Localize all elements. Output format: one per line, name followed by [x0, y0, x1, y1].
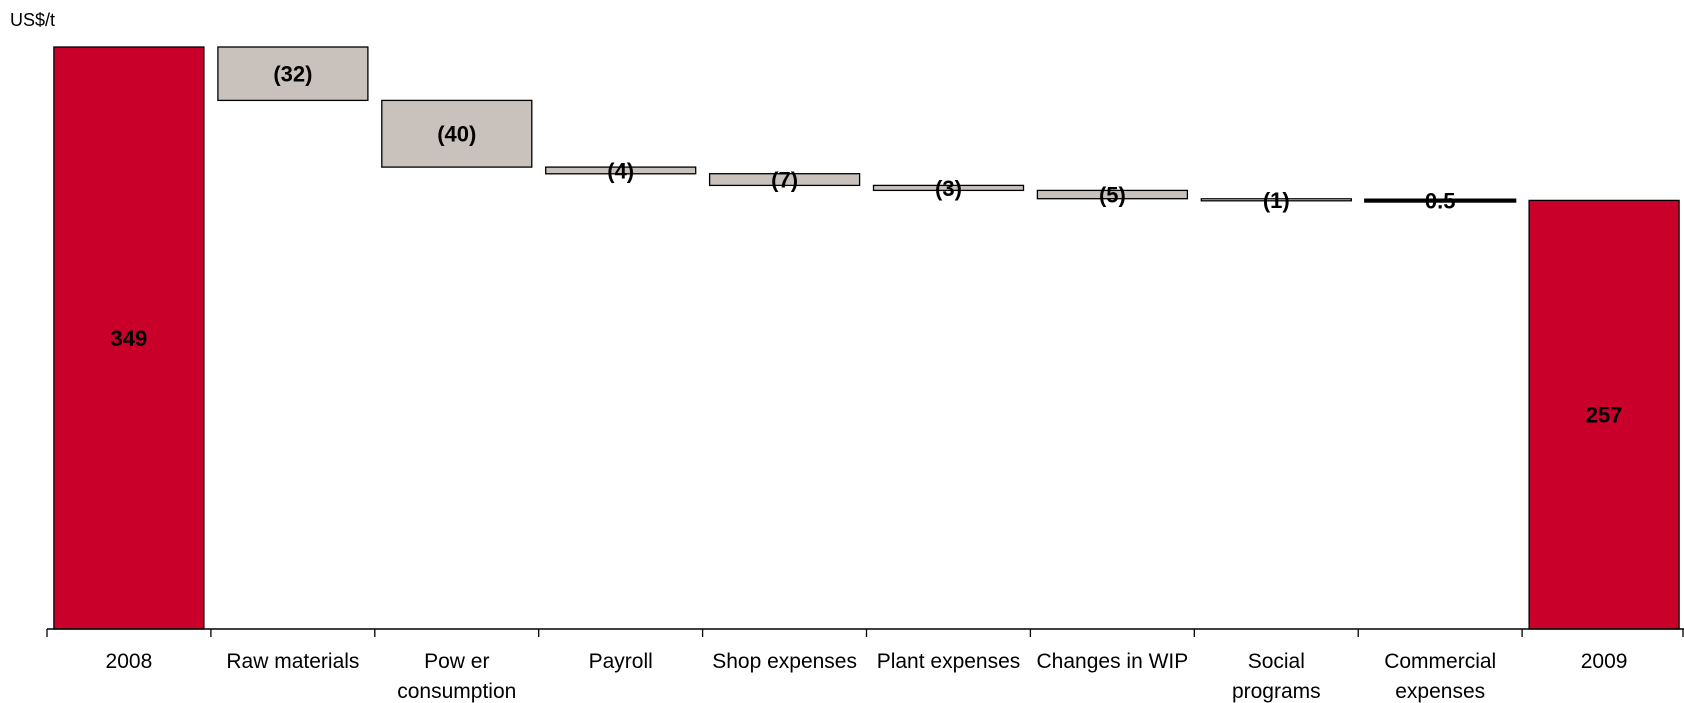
x-tick-label-6: Plant expenses: [877, 650, 1021, 673]
bars-layer: [53, 46, 1680, 630]
x-tick-label-10: 2009: [1581, 650, 1628, 673]
unit-label: US$/t: [10, 10, 56, 30]
delta-bar-4: [545, 166, 697, 175]
delta-bar-2: [217, 46, 369, 102]
data-label-7: (5): [1099, 183, 1126, 208]
x-tick-label-3: Pow er consumption: [397, 650, 516, 703]
total-bar-1: [53, 46, 205, 630]
delta-bar-5: [708, 173, 861, 187]
delta-bar-8: [1200, 198, 1352, 202]
total-bar-10: [1528, 199, 1680, 630]
data-label-1: 349: [111, 326, 148, 351]
data-label-4: (4): [607, 158, 634, 183]
x-tick-label-1: 2008: [106, 650, 153, 673]
data-label-6: (3): [935, 176, 962, 201]
delta-bar-7: [1036, 189, 1189, 200]
data-label-10: 257: [1586, 403, 1623, 428]
delta-bar-6: [872, 184, 1025, 192]
data-label-2: (32): [273, 62, 312, 87]
x-tick-label-9: Commercial expenses: [1384, 650, 1496, 703]
x-tick-label-7: Changes in WIP: [1037, 650, 1189, 673]
x-axis: 2008 Raw materials Pow er consumption Payrol…: [46, 628, 1684, 703]
x-tick-label-2: Raw materials: [226, 650, 359, 673]
x-tick-label-8: Social programs: [1232, 650, 1321, 703]
x-tick-label-4: Payroll: [589, 650, 653, 673]
data-label-9: 0.5: [1425, 189, 1456, 214]
data-label-8: (1): [1263, 188, 1290, 213]
delta-bar-9: [1364, 198, 1517, 203]
data-label-3: (40): [437, 122, 476, 147]
x-tick-label-5: Shop expenses: [712, 650, 857, 673]
data-label-5: (7): [771, 168, 798, 193]
data-labels-layer: 349 (32) (40) (4) (7) (3) (5) (1) 0.5 257: [111, 62, 1623, 428]
delta-bar-3: [381, 99, 533, 168]
